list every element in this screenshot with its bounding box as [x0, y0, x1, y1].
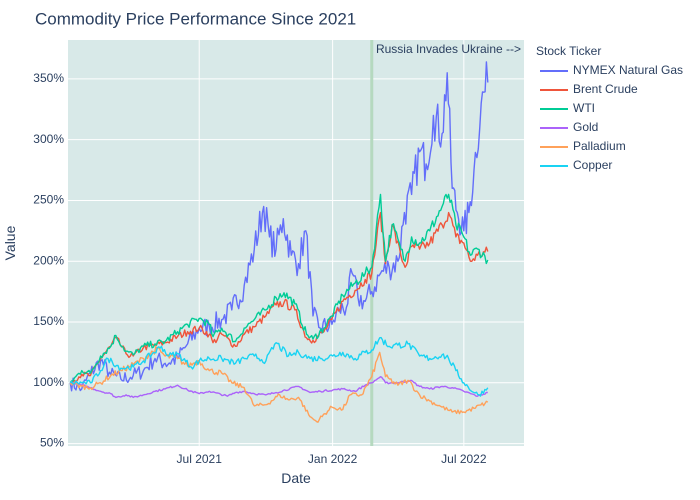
series-line-gold[interactable] — [70, 376, 488, 399]
legend-item[interactable]: NYMEX Natural Gas — [540, 63, 683, 77]
legend-item[interactable]: Gold — [540, 120, 598, 134]
legend-label: Copper — [573, 158, 612, 172]
series-line-wti[interactable] — [69, 193, 489, 384]
y-tick-label: 50% — [40, 436, 64, 450]
annotation-layer: Russia Invades Ukraine --> — [370, 40, 521, 446]
x-tick-label: Jul 2022 — [441, 452, 487, 466]
x-tick-label: Jul 2021 — [177, 452, 223, 466]
y-tick-label: 300% — [33, 132, 64, 146]
y-tick-label: 350% — [33, 71, 64, 85]
series-line-nymex-natural-gas[interactable] — [69, 61, 489, 392]
legend-items: NYMEX Natural Gas Brent Crude WTI Gold Palla… — [540, 63, 683, 172]
gridlines — [68, 40, 524, 446]
legend-label: Brent Crude — [573, 82, 638, 96]
y-tick-label: 250% — [33, 193, 64, 207]
plot-area — [68, 40, 524, 446]
y-axis-ticks: 50% 100% 150% 200% 250% 300% 350% — [33, 71, 64, 450]
chart-title: Commodity Price Performance Since 2021 — [35, 9, 356, 28]
legend-label: NYMEX Natural Gas — [573, 63, 683, 77]
legend-item[interactable]: Palladium — [540, 139, 626, 153]
y-tick-label: 150% — [33, 314, 64, 328]
y-tick-label: 100% — [33, 375, 64, 389]
series-line-brent-crude[interactable] — [69, 211, 489, 385]
legend-item[interactable]: Brent Crude — [540, 82, 638, 96]
legend-label: Palladium — [573, 139, 626, 153]
series-layer — [69, 61, 489, 423]
x-axis-title: Date — [281, 470, 311, 486]
event-annotation: Russia Invades Ukraine --> — [376, 42, 521, 56]
series-line-palladium[interactable] — [69, 345, 489, 423]
legend-title: Stock Ticker — [536, 44, 601, 58]
series-line-copper[interactable] — [69, 336, 489, 397]
y-axis-title: Value — [2, 225, 18, 260]
legend-label: Gold — [573, 120, 598, 134]
legend-item[interactable]: Copper — [540, 158, 612, 172]
legend: Stock Ticker NYMEX Natural Gas Brent Crud… — [536, 44, 683, 172]
x-axis-ticks: Jul 2021 Jan 2022 Jul 2022 — [177, 452, 487, 466]
x-tick-label: Jan 2022 — [308, 452, 358, 466]
y-tick-label: 200% — [33, 253, 64, 267]
legend-item[interactable]: WTI — [540, 101, 595, 115]
legend-label: WTI — [573, 101, 595, 115]
